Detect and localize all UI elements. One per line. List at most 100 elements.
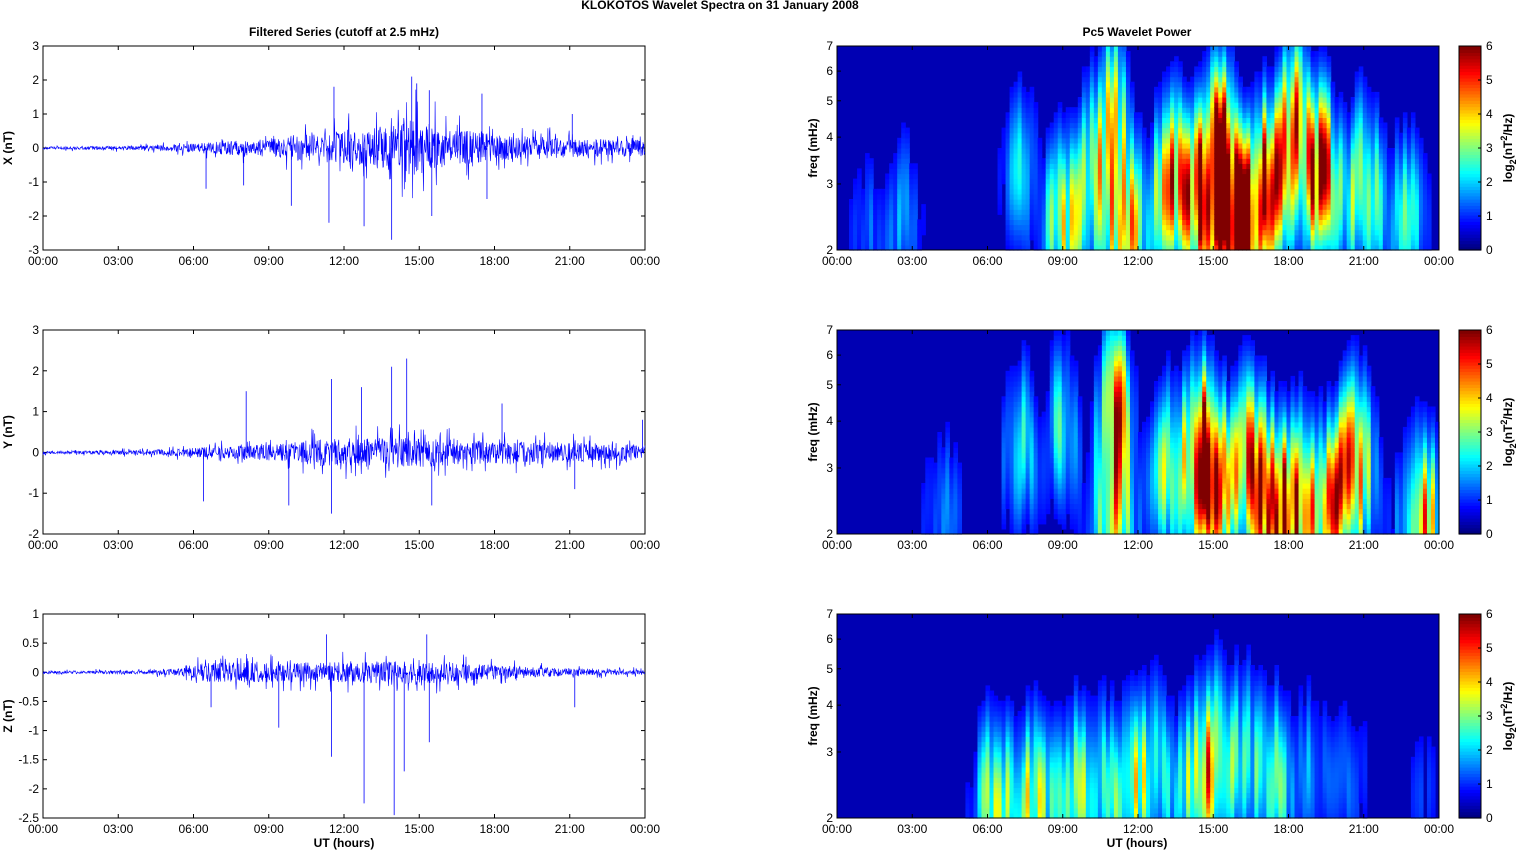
heatmap-cell — [1422, 178, 1428, 185]
heatmap-cell — [1350, 224, 1356, 231]
heatmap-cell — [1382, 122, 1388, 129]
heatmap-cell — [1362, 122, 1368, 129]
heatmap-cell — [1182, 132, 1187, 139]
colorbar-step — [1459, 170, 1481, 175]
heatmap-cell — [1170, 199, 1175, 205]
heatmap-cell — [1386, 244, 1392, 251]
heatmap-cell — [1290, 224, 1296, 231]
heatmap-cell — [1013, 107, 1019, 113]
heatmap-cell — [1097, 142, 1103, 149]
heatmap-cell — [1133, 183, 1139, 190]
axes-frame-y — [42, 329, 646, 535]
heatmap-cell — [1286, 107, 1292, 113]
heatmap-cell — [1242, 234, 1247, 241]
x-tick-label: 00:00 — [630, 822, 660, 836]
heatmap-cell — [1370, 132, 1376, 139]
heatmap-cell — [1081, 219, 1087, 226]
heatmap-cell — [1190, 107, 1195, 113]
heatmap-cell — [1302, 142, 1308, 149]
heatmap-cell — [1330, 97, 1336, 103]
heatmap-cell — [1101, 168, 1107, 175]
heatmap-cell — [1113, 193, 1119, 200]
heatmap-cell — [945, 493, 950, 499]
heatmap-cell — [1242, 137, 1247, 144]
heatmap-cell — [1041, 224, 1047, 231]
heatmap-cell — [1069, 148, 1075, 154]
heatmap-cell — [1378, 163, 1384, 169]
heatmap-cell — [1310, 199, 1316, 205]
heatmap-cell — [1101, 56, 1107, 62]
heatmap-cell — [1081, 112, 1087, 118]
heatmap-cell — [1117, 122, 1123, 129]
heatmap-cell — [1226, 76, 1231, 83]
heatmap-cell — [1025, 483, 1031, 489]
heatmap-cell — [957, 467, 963, 474]
heatmap-cell — [1306, 239, 1312, 246]
heatmap-cell — [1406, 127, 1412, 134]
heatmap-cell — [1374, 91, 1380, 98]
heatmap-cell — [853, 178, 858, 185]
heatmap-cell — [1218, 91, 1223, 98]
heatmap-cell — [1318, 193, 1324, 200]
heatmap-cell — [1370, 188, 1376, 195]
y-tick-label: -1.5 — [18, 753, 39, 767]
heatmap-cell — [877, 219, 882, 226]
heatmap-cell — [1021, 381, 1027, 387]
heatmap-cell — [1386, 168, 1392, 175]
heatmap-cell — [1089, 91, 1095, 98]
heatmap-cell — [1350, 132, 1356, 139]
heatmap-cell — [1206, 178, 1211, 185]
heatmap-cell — [857, 199, 862, 205]
heatmap-cell — [1029, 375, 1035, 382]
heatmap-cell — [889, 244, 894, 251]
heatmap-cell — [1258, 86, 1264, 93]
heatmap-cell — [1178, 163, 1183, 169]
heatmap-cell — [1150, 244, 1155, 251]
heatmap-cell — [1158, 199, 1163, 205]
heatmap-cell — [997, 173, 1003, 180]
heatmap-cell — [1374, 112, 1380, 118]
colorbar-tick-label: 6 — [1486, 39, 1493, 53]
heatmap-cell — [1081, 158, 1087, 164]
heatmap-cell — [885, 234, 890, 241]
heatmap-cell — [1065, 355, 1071, 362]
heatmap-cell — [1306, 91, 1312, 98]
heatmap-cell — [1057, 158, 1063, 164]
heatmap-cell — [1302, 112, 1308, 118]
heatmap-cell — [1025, 396, 1031, 402]
heatmap-cell — [1386, 209, 1392, 215]
heatmap-cell — [1182, 102, 1187, 108]
heatmap-cell — [1230, 81, 1235, 88]
heatmap-cell — [1210, 153, 1215, 159]
heatmap-cell — [1262, 91, 1268, 98]
heatmap-cell — [905, 209, 910, 215]
y-tick-label: 3 — [826, 177, 833, 191]
heatmap-cell — [1154, 224, 1159, 231]
heatmap-cell — [1406, 132, 1412, 139]
heatmap-cell — [1330, 244, 1336, 251]
heatmap-cell — [1190, 117, 1195, 124]
heatmap-cell — [1113, 46, 1119, 52]
heatmap-cell — [1081, 193, 1087, 200]
heatmap-cell — [1218, 71, 1223, 78]
heatmap-cell — [1009, 244, 1015, 251]
heatmap-cell — [897, 183, 902, 190]
heatmap-cell — [1242, 142, 1247, 149]
heatmap-cell — [913, 224, 918, 231]
heatmap-cell — [1029, 457, 1035, 464]
heatmap-cell — [1037, 163, 1043, 169]
heatmap-cell — [905, 153, 910, 159]
heatmap-cell — [1029, 411, 1035, 418]
heatmap-cell — [1386, 178, 1392, 185]
heatmap-cell — [849, 204, 854, 210]
heatmap-cell — [1170, 132, 1175, 139]
heatmap-cell — [1294, 168, 1300, 175]
heatmap-cell — [1258, 183, 1264, 190]
heatmap-cell — [1338, 102, 1344, 108]
heatmap-cell — [1109, 148, 1115, 154]
heatmap-cell — [1017, 503, 1023, 510]
heatmap-cell — [1133, 153, 1139, 159]
heatmap-cell — [1194, 224, 1199, 231]
heatmap-cell — [1097, 81, 1103, 88]
heatmap-cell — [1222, 163, 1227, 169]
